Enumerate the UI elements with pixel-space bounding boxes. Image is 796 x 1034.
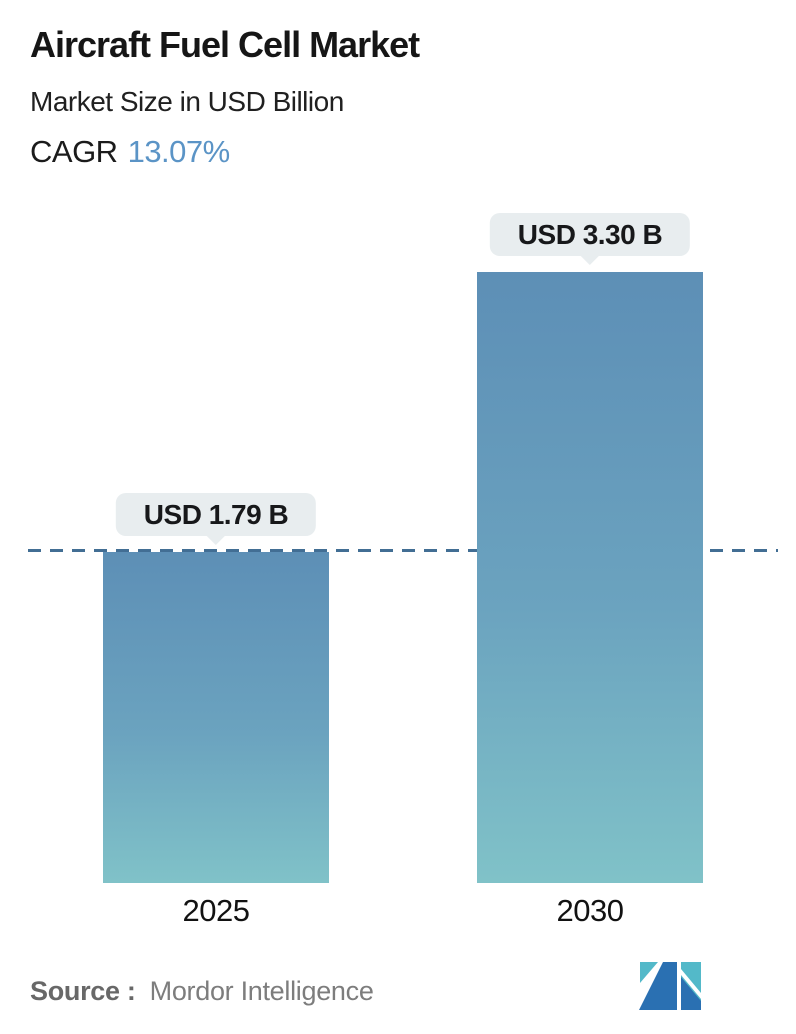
bar-2025 (103, 552, 329, 883)
x-axis-label-2025: 2025 (182, 893, 250, 928)
logo-teal-triangle (640, 962, 658, 983)
chart-subtitle: Market Size in USD Billion (30, 86, 344, 117)
value-tooltip-2030: USD 3.30 B (489, 213, 691, 256)
bar-group-2030: USD 3.30 B 2030 (477, 213, 703, 928)
logo-dark-triangle (681, 977, 701, 1010)
cagr-value: 13.07% (127, 134, 231, 169)
x-axis-label-2030: 2030 (556, 893, 624, 928)
cagr-label: CAGR (30, 134, 118, 169)
bar-group-2025: USD 1.79 B 2025 (103, 493, 329, 928)
mordor-intelligence-logo (639, 962, 701, 1010)
bar-2030 (477, 272, 703, 883)
source-text: Mordor Intelligence (149, 976, 374, 1006)
page-title: Aircraft Fuel Cell Market (30, 24, 420, 65)
reference-dashed-line (28, 549, 778, 552)
logo-white-slash (681, 969, 701, 999)
source-label: Source : (30, 976, 136, 1006)
cagr-row: CAGR 13.07% (30, 134, 230, 170)
logo-dark-diagonal (639, 962, 677, 1010)
source-row: Source : Mordor Intelligence (30, 976, 374, 1007)
value-tooltip-2025: USD 1.79 B (115, 493, 317, 536)
